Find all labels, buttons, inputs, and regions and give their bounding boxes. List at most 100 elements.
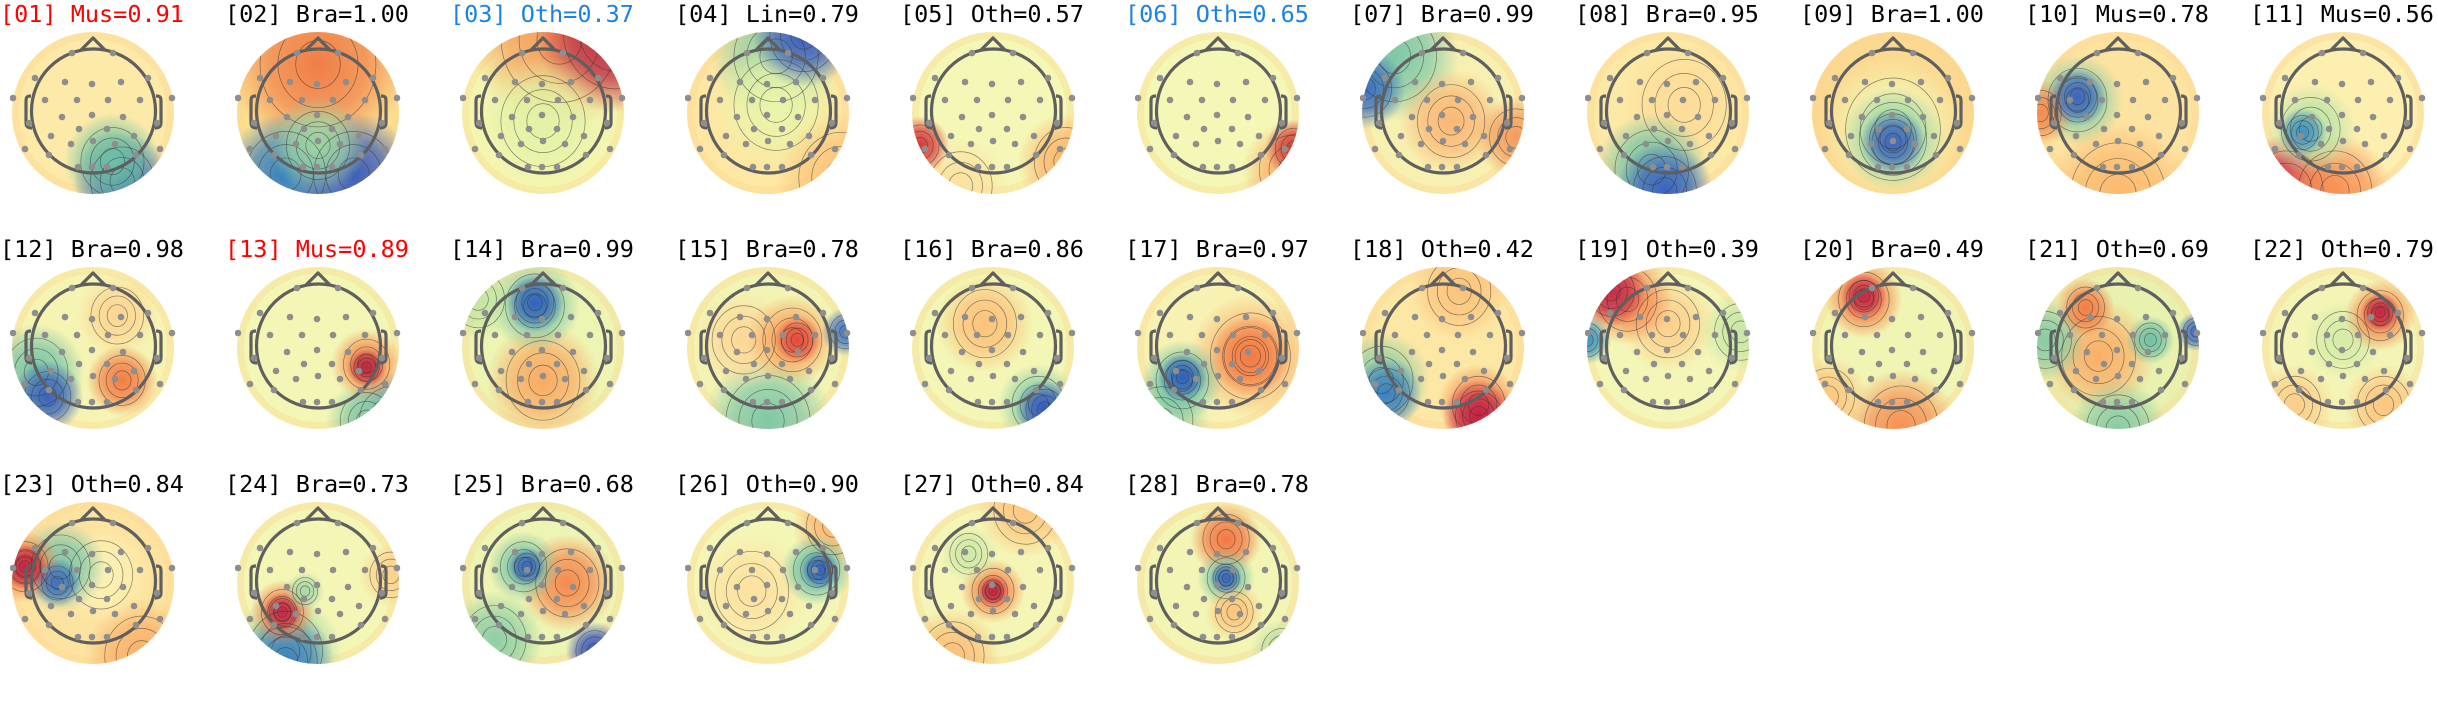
head-outline: [1149, 271, 1288, 410]
component-tile-01: [01] Mus=0.91: [0, 0, 225, 235]
head-outline: [699, 506, 838, 645]
component-tile-10: [10] Mus=0.78: [2025, 0, 2250, 235]
head-outline: [1149, 36, 1288, 175]
head-outline: [249, 36, 388, 175]
electrodes: [235, 519, 401, 641]
component-label: [23] Oth=0.84: [0, 470, 184, 498]
scalp-topomap: [685, 267, 851, 429]
electrodes: [2035, 49, 2201, 171]
electrodes: [1135, 284, 1301, 406]
head-outline: [474, 506, 613, 645]
head-outline: [1824, 271, 1963, 410]
electrodes: [910, 519, 1076, 641]
head-outline: [1599, 36, 1738, 175]
component-label: [19] Oth=0.39: [1575, 235, 1759, 263]
scalp-topomap: [1360, 267, 1526, 429]
scalp-topomap: [1810, 267, 1976, 429]
electrodes: [1585, 284, 1751, 406]
component-tile-08: [08] Bra=0.95: [1575, 0, 1800, 235]
head-outline: [24, 506, 163, 645]
head-outline: [474, 271, 613, 410]
component-tile-16: [16] Bra=0.86: [900, 235, 1125, 470]
component-label: [03] Oth=0.37: [450, 0, 634, 28]
component-label: [09] Bra=1.00: [1800, 0, 1984, 28]
component-tile-12: [12] Bra=0.98: [0, 235, 225, 470]
head-outline: [249, 271, 388, 410]
component-tile-28: [28] Bra=0.78: [1125, 470, 1350, 705]
head-outline: [2049, 36, 2188, 175]
electrodes: [2035, 284, 2201, 406]
component-label: [24] Bra=0.73: [225, 470, 409, 498]
electrodes: [10, 519, 176, 641]
scalp-topomap: [910, 267, 1076, 429]
component-tile-19: [19] Oth=0.39: [1575, 235, 1800, 470]
component-label: [01] Mus=0.91: [0, 0, 184, 28]
electrodes: [10, 284, 176, 406]
scalp-topomap: [685, 32, 851, 194]
electrodes: [685, 284, 851, 406]
component-tile-07: [07] Bra=0.99: [1350, 0, 1575, 235]
component-tile-11: [11] Mus=0.56: [2250, 0, 2438, 235]
component-label: [28] Bra=0.78: [1125, 470, 1309, 498]
head-outline: [699, 271, 838, 410]
component-tile-25: [25] Bra=0.68: [450, 470, 675, 705]
scalp-topomap: [1810, 32, 1976, 194]
component-tile-21: [21] Oth=0.69: [2025, 235, 2250, 470]
head-outline: [24, 271, 163, 410]
component-tile-26: [26] Oth=0.90: [675, 470, 900, 705]
electrodes: [1135, 519, 1301, 641]
electrodes: [1585, 49, 1751, 171]
scalp-topomap: [910, 502, 1076, 664]
electrodes: [910, 49, 1076, 171]
scalp-topomap: [10, 267, 176, 429]
electrodes: [2260, 49, 2426, 171]
scalp-topomap: [2260, 267, 2426, 429]
scalp-topomap: [235, 32, 401, 194]
electrodes: [460, 284, 626, 406]
component-tile-02: [02] Bra=1.00: [225, 0, 450, 235]
electrodes: [10, 49, 176, 171]
component-label: [25] Bra=0.68: [450, 470, 634, 498]
electrodes: [1360, 49, 1526, 171]
component-label: [16] Bra=0.86: [900, 235, 1084, 263]
head-outline: [1824, 36, 1963, 175]
head-outline: [2274, 271, 2413, 410]
head-outline: [1149, 506, 1288, 645]
scalp-topomap: [685, 502, 851, 664]
component-tile-03: [03] Oth=0.37: [450, 0, 675, 235]
component-tile-15: [15] Bra=0.78: [675, 235, 900, 470]
component-label: [27] Oth=0.84: [900, 470, 1084, 498]
scalp-topomap: [1135, 267, 1301, 429]
scalp-topomap: [1585, 267, 1751, 429]
component-tile-09: [09] Bra=1.00: [1800, 0, 2025, 235]
scalp-topomap: [10, 502, 176, 664]
component-label: [13] Mus=0.89: [225, 235, 409, 263]
scalp-topomap: [2035, 267, 2201, 429]
electrodes: [460, 519, 626, 641]
component-label: [20] Bra=0.49: [1800, 235, 1984, 263]
component-label: [06] Oth=0.65: [1125, 0, 1309, 28]
scalp-topomap: [460, 267, 626, 429]
head-outline: [2049, 271, 2188, 410]
component-label: [18] Oth=0.42: [1350, 235, 1534, 263]
electrodes: [1810, 284, 1976, 406]
head-outline: [1599, 271, 1738, 410]
head-outline: [249, 506, 388, 645]
electrodes: [235, 49, 401, 171]
head-outline: [1374, 271, 1513, 410]
head-outline: [1374, 36, 1513, 175]
topomap-grid: [01] Mus=0.91 [02] Bra=1.00: [0, 0, 2438, 664]
electrodes: [685, 519, 851, 641]
scalp-topomap: [1135, 32, 1301, 194]
head-outline: [24, 36, 163, 175]
component-label: [11] Mus=0.56: [2250, 0, 2434, 28]
component-label: [12] Bra=0.98: [0, 235, 184, 263]
electrodes: [1810, 49, 1976, 171]
component-label: [22] Oth=0.79: [2250, 235, 2434, 263]
electrodes: [1135, 49, 1301, 171]
component-tile-13: [13] Mus=0.89: [225, 235, 450, 470]
component-tile-20: [20] Bra=0.49: [1800, 235, 2025, 470]
scalp-topomap: [460, 502, 626, 664]
component-tile-27: [27] Oth=0.84: [900, 470, 1125, 705]
component-tile-06: [06] Oth=0.65: [1125, 0, 1350, 235]
